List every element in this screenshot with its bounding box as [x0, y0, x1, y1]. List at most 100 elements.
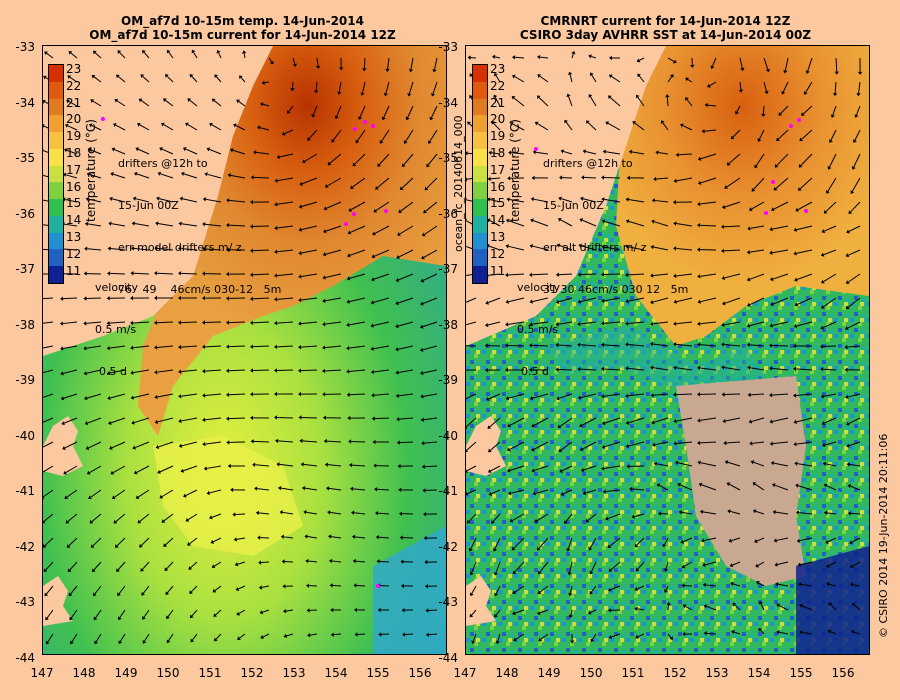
current-arrow-head — [328, 534, 332, 539]
current-arrow-shaft — [652, 297, 669, 303]
right-lon-tick: 149 — [537, 666, 561, 680]
colorbar-swatch — [49, 65, 63, 82]
current-arrow-head — [660, 120, 665, 124]
current-arrow-shaft — [535, 151, 549, 155]
current-arrow-shaft — [306, 511, 318, 515]
current-arrow-head — [625, 420, 630, 425]
current-arrow-shaft — [823, 393, 837, 397]
current-arrow-shaft — [753, 461, 765, 467]
current-arrow-shaft — [302, 177, 318, 185]
current-arrow-head — [154, 419, 159, 425]
current-arrow-head — [395, 324, 399, 329]
current-arrow-shaft — [603, 273, 621, 276]
current-arrow-head — [487, 176, 491, 182]
current-arrow-head — [300, 462, 304, 467]
current-arrow-shaft — [704, 129, 717, 132]
current-arrow-head — [178, 443, 183, 448]
current-arrow-head — [773, 186, 778, 191]
current-arrow-shaft — [277, 297, 294, 300]
current-arrow-shaft — [240, 77, 246, 83]
current-arrow-head — [673, 299, 677, 304]
current-arrow-shaft — [538, 97, 549, 107]
current-arrow-head — [45, 640, 50, 645]
current-arrow-shaft — [723, 249, 741, 252]
current-arrow-shaft — [726, 441, 741, 444]
current-arrow-head — [67, 75, 72, 79]
current-arrow-shaft — [796, 225, 813, 231]
current-arrow-shaft — [823, 368, 837, 371]
current-arrow-head — [250, 415, 254, 421]
current-arrow-shaft — [468, 513, 477, 522]
colorbar-swatch — [49, 249, 63, 267]
current-arrow-shaft — [563, 489, 573, 495]
current-arrow-head — [529, 299, 533, 304]
current-arrow-shaft — [591, 585, 597, 593]
current-arrow-shaft — [495, 585, 501, 594]
current-arrow-head — [746, 249, 751, 255]
current-arrow-shaft — [726, 177, 741, 188]
current-arrow-head — [274, 273, 278, 278]
current-arrow-shaft — [532, 297, 549, 303]
current-arrow-head — [106, 345, 110, 351]
current-arrow-shaft — [189, 99, 198, 107]
current-arrow-shaft — [581, 245, 597, 251]
current-arrow-head — [303, 510, 307, 515]
current-arrow-head — [370, 300, 375, 305]
current-arrow-shaft — [532, 321, 549, 325]
current-arrow-head — [536, 95, 541, 100]
current-arrow-head — [721, 275, 726, 281]
current-arrow-shaft — [252, 249, 270, 252]
current-arrow-head — [117, 592, 121, 597]
colorbar-swatch — [49, 165, 63, 183]
current-arrow-head — [420, 394, 424, 399]
current-arrow-shaft — [262, 633, 270, 638]
current-arrow-shaft — [112, 198, 126, 203]
current-arrow-shaft — [288, 105, 294, 112]
current-arrow-shaft — [539, 56, 549, 59]
current-arrow-head — [820, 367, 824, 372]
current-arrow-head — [90, 544, 95, 548]
current-arrow-shaft — [115, 513, 126, 522]
current-arrow-shaft — [111, 441, 126, 449]
current-arrow-shaft — [604, 465, 621, 469]
colorbar-swatch — [49, 115, 63, 133]
current-arrow-shaft — [797, 297, 813, 305]
current-arrow-shaft — [466, 321, 477, 326]
current-arrow-shaft — [570, 609, 573, 616]
current-arrow-shaft — [558, 297, 573, 303]
current-arrow-shaft — [114, 489, 126, 498]
current-arrow-head — [567, 71, 573, 76]
current-arrow-head — [794, 302, 799, 307]
current-arrow-shaft — [558, 393, 573, 399]
current-arrow-head — [400, 559, 404, 564]
current-arrow-shaft — [118, 585, 126, 594]
current-arrow-shaft — [801, 605, 813, 611]
current-arrow-shaft — [509, 441, 525, 450]
current-arrow-head — [650, 365, 654, 370]
current-arrow-shaft — [215, 633, 222, 640]
current-arrow-head — [680, 123, 684, 128]
current-arrow-shaft — [495, 609, 501, 616]
current-arrow-shaft — [511, 152, 525, 155]
current-arrow-shaft — [238, 101, 246, 107]
current-arrow-head — [226, 392, 230, 397]
current-arrow-head — [164, 567, 169, 572]
current-arrow-shaft — [508, 220, 525, 227]
current-arrow-head — [488, 150, 492, 155]
left-colorbar-tick: 20 — [66, 112, 82, 127]
current-arrow-shaft — [830, 631, 837, 635]
current-arrow-shaft — [628, 441, 645, 447]
current-arrow-head — [322, 322, 326, 327]
current-arrow-head — [685, 97, 689, 101]
current-arrow-shaft — [514, 76, 525, 83]
current-arrow-head — [485, 300, 489, 305]
current-arrow-head — [703, 604, 708, 609]
current-arrow-shaft — [161, 148, 174, 155]
right-colorbar-tick: 14 — [490, 213, 506, 228]
current-arrow-head — [140, 567, 145, 572]
current-arrow-shaft — [114, 149, 126, 155]
current-arrow-head — [250, 320, 254, 325]
current-arrow-head — [362, 68, 367, 72]
current-arrow-head — [88, 495, 92, 500]
current-arrow-head — [330, 607, 334, 613]
